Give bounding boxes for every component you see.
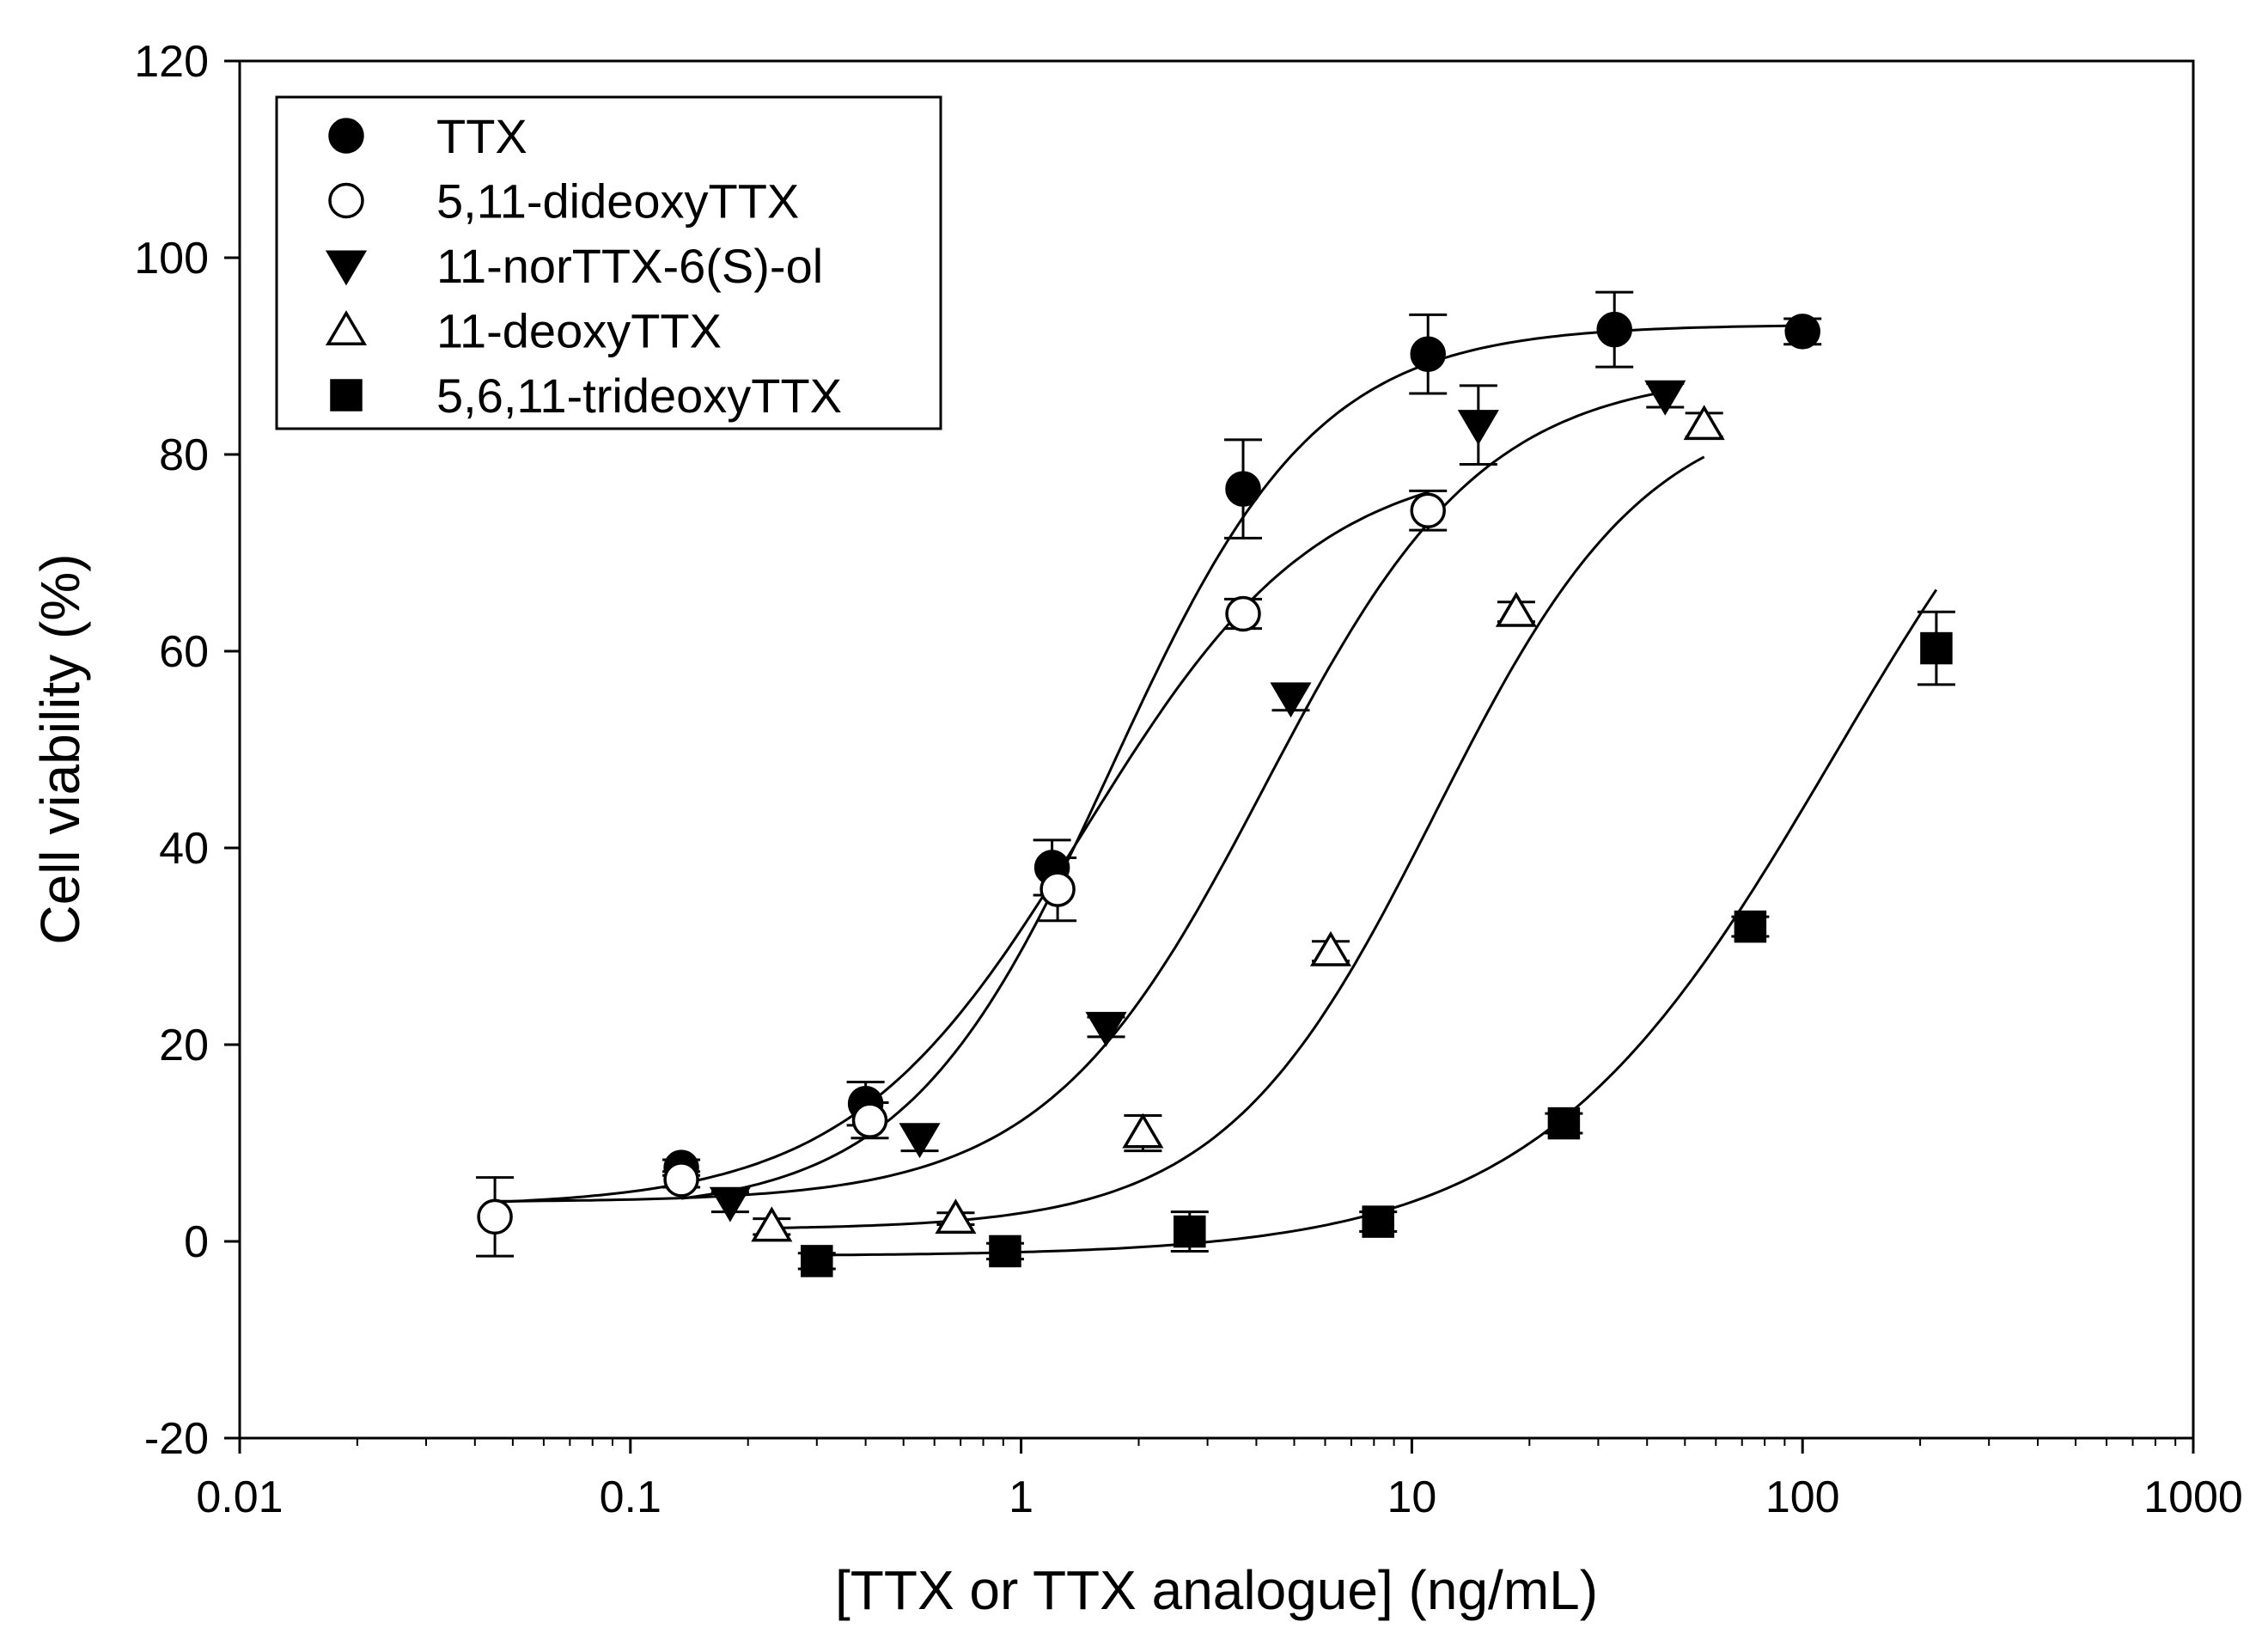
data-point — [1495, 591, 1537, 627]
data-point — [1270, 682, 1312, 718]
data-point — [1362, 1205, 1394, 1238]
data-point — [1174, 1215, 1206, 1248]
fit-curve — [495, 390, 1666, 1203]
y-tick-label: 20 — [159, 1021, 209, 1070]
legend-label: 11-norTTX-6(S)-ol — [436, 239, 823, 293]
y-tick-label: -20 — [144, 1414, 209, 1464]
data-point — [1547, 1106, 1581, 1140]
legend-label: 5,11-dideoxyTTX — [436, 174, 799, 229]
data-point — [1920, 631, 1953, 665]
x-tick-label: 100 — [1765, 1472, 1840, 1522]
data-point — [1085, 1011, 1127, 1047]
y-axis-title: Cell viability (%) — [29, 553, 91, 944]
data-point — [1644, 380, 1686, 416]
data-point — [1784, 314, 1820, 350]
series-group — [797, 610, 1955, 1277]
y-axis-ticks: -20 0 20 40 60 80 100 120 — [134, 37, 240, 1464]
series-group — [476, 489, 1448, 1258]
data-point — [1410, 336, 1446, 372]
y-tick-label: 100 — [134, 234, 209, 283]
data-point — [1122, 1113, 1164, 1149]
x-tick-label: 10 — [1387, 1472, 1436, 1522]
fit-curve — [495, 491, 1429, 1204]
data-point — [801, 1245, 833, 1277]
y-tick-label: 80 — [159, 430, 209, 480]
data-point — [1457, 410, 1499, 446]
data-series — [476, 290, 1955, 1277]
x-axis-ticks: 0.01 0.1 1 10 100 1000 — [196, 1438, 2243, 1522]
x-tick-label: 0.01 — [196, 1472, 283, 1522]
legend-label: 11-deoxyTTX — [436, 304, 722, 358]
x-tick-label: 1000 — [2143, 1472, 2243, 1522]
x-tick-label: 0.1 — [600, 1472, 662, 1522]
data-point — [1309, 930, 1352, 966]
data-point — [1040, 871, 1076, 907]
data-point — [1225, 471, 1261, 507]
legend-marker — [328, 182, 364, 219]
data-point — [935, 1198, 977, 1234]
data-point — [1683, 405, 1725, 441]
plot-frame — [238, 59, 2195, 1440]
series-group — [751, 405, 1725, 1242]
legend-frame — [275, 95, 942, 430]
legend-marker — [325, 250, 368, 286]
fit-curve — [771, 455, 1705, 1229]
data-point — [851, 1102, 888, 1138]
legend-label: 5,6,11-trideoxyTTX — [436, 369, 842, 423]
data-point — [899, 1123, 941, 1159]
series-group — [709, 380, 1686, 1222]
y-tick-label: 120 — [134, 37, 209, 87]
data-point — [709, 1186, 751, 1222]
legend: TTX 5,11-dideoxyTTX 11-norTTX-6(S)-ol 11-de… — [275, 95, 942, 430]
data-point — [751, 1206, 793, 1242]
data-point — [989, 1234, 1021, 1268]
data-point — [477, 1198, 513, 1235]
x-tick-label: 1 — [1009, 1472, 1033, 1522]
fit-curves — [495, 324, 1938, 1257]
y-tick-label: 40 — [159, 824, 209, 874]
fit-curve — [816, 588, 1938, 1257]
data-point — [1734, 910, 1767, 943]
legend-marker — [330, 379, 363, 412]
data-point — [1225, 595, 1261, 632]
y-tick-label: 0 — [184, 1217, 209, 1267]
y-tick-label: 60 — [159, 627, 209, 677]
data-point — [1596, 311, 1632, 348]
legend-marker — [328, 118, 364, 154]
data-point — [1410, 492, 1446, 529]
data-point — [663, 1161, 699, 1198]
x-axis-title: [TTX or TTX analogue] (ng/mL) — [835, 1559, 1598, 1621]
legend-marker — [325, 310, 368, 345]
legend-label: TTX — [436, 109, 527, 163]
